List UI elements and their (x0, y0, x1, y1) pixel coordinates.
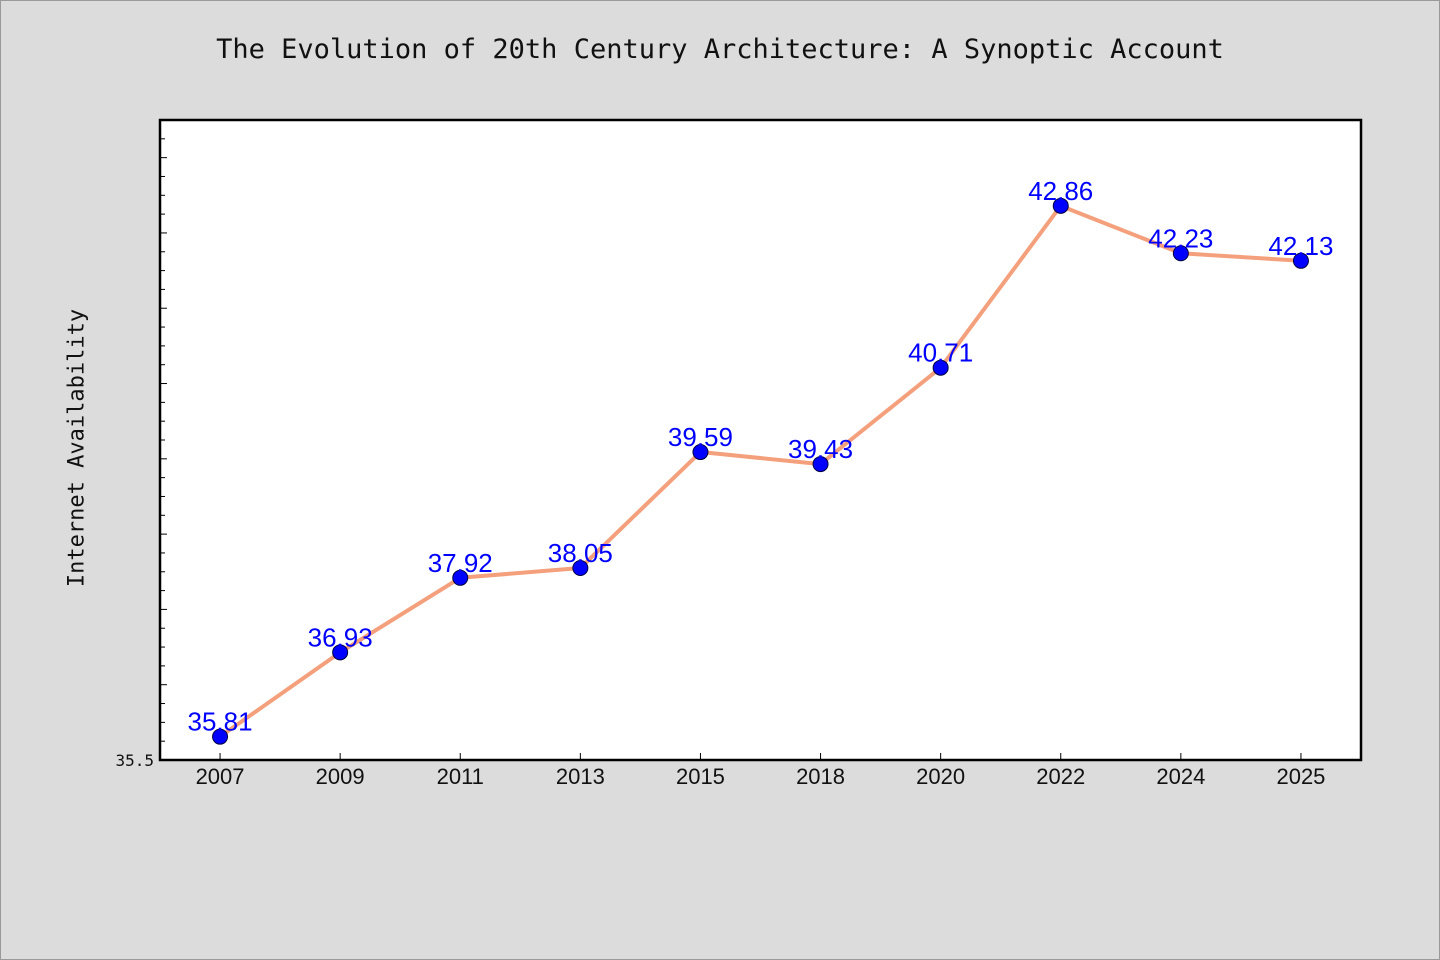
data-point (812, 456, 829, 473)
x-tick-label: 2020 (916, 764, 965, 789)
data-label: 35.81 (188, 707, 253, 737)
x-tick-label: 2009 (316, 764, 365, 789)
x-tick-label: 2013 (556, 764, 605, 789)
data-point (572, 560, 589, 576)
data-label: 37.92 (428, 548, 493, 578)
x-tick-label: 2024 (1156, 764, 1205, 789)
x-tick-label: 2018 (796, 764, 845, 789)
data-label: 40.71 (908, 338, 973, 368)
data-point (932, 359, 949, 376)
x-tick-label: 2025 (1276, 764, 1325, 789)
data-label: 39.59 (668, 422, 733, 452)
series-line (218, 203, 1302, 739)
y-tick-label: 35.5 (115, 751, 154, 770)
data-point (1052, 197, 1069, 214)
data-label: 39.43 (788, 434, 853, 464)
data-point (1292, 252, 1309, 269)
x-tick-label: 2007 (196, 764, 245, 789)
data-label: 36.93 (308, 622, 373, 652)
data-point (332, 644, 349, 661)
data-point (1172, 245, 1189, 262)
x-tick-label: 2011 (437, 764, 484, 789)
data-point (452, 569, 469, 586)
data-label: 38.05 (548, 538, 613, 568)
data-label: 42.13 (1268, 231, 1333, 261)
x-tick-label: 2022 (1036, 764, 1085, 789)
data-point (692, 444, 709, 461)
x-tick-label: 2015 (676, 764, 725, 789)
data-point (212, 728, 229, 745)
plot-frame (158, 118, 1363, 762)
data-label: 42.86 (1028, 176, 1093, 206)
data-label: 42.23 (1148, 223, 1213, 253)
chart-title: The Evolution of 20th Century Architectu… (216, 34, 1224, 65)
plot-area (160, 120, 1361, 760)
